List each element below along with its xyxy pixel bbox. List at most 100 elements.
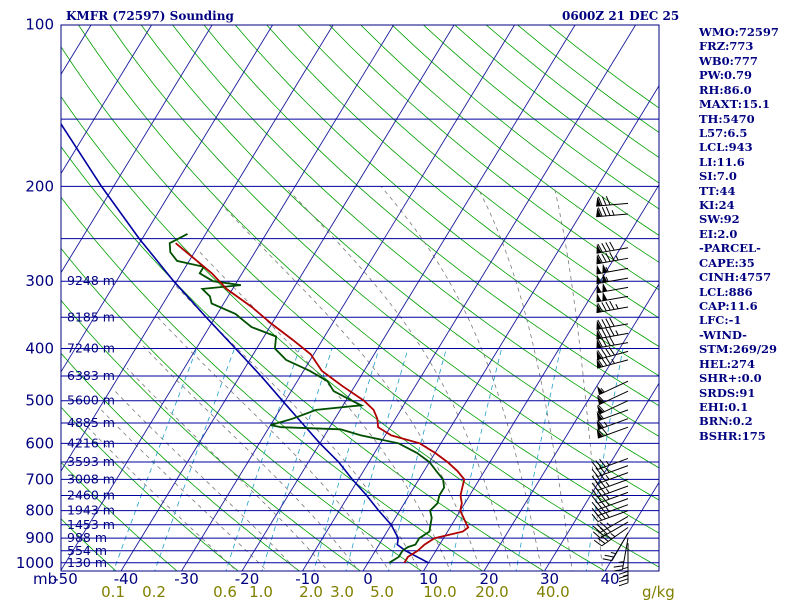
barb-pennant [596, 264, 602, 274]
moist-adiabat [157, 317, 390, 571]
barb-flag [603, 532, 612, 540]
height-label: 3593 m [67, 454, 115, 469]
wind-barb [597, 400, 629, 415]
barb-staff [598, 390, 629, 406]
mixing-ratio-label: 0.2 [142, 583, 166, 600]
barb-staff [597, 498, 629, 511]
barb-pennant [596, 283, 602, 293]
barb-flag [609, 327, 615, 337]
temperature-tick-label: 30 [540, 570, 559, 588]
dry-adiabat [109, 25, 659, 501]
barb-pennant [597, 395, 604, 405]
wind-barb [612, 538, 629, 572]
moist-adiabat [199, 251, 451, 571]
index-item: WB0:777 [699, 53, 758, 68]
barb-flag [609, 317, 615, 327]
barb-staff [597, 510, 629, 523]
barb-flag [608, 346, 615, 356]
barb-half-flag [622, 566, 629, 570]
height-label: 5600 m [67, 393, 115, 408]
wind-barb [596, 206, 629, 218]
barb-staff [597, 491, 629, 504]
barb-pennant [602, 273, 608, 283]
height-label: 988 m [67, 530, 107, 545]
dry-adiabat [77, 25, 659, 534]
barb-pennant [596, 358, 602, 369]
barb-flag [618, 570, 629, 575]
barb-pennant [596, 420, 603, 430]
temperature-tick-label: -30 [174, 570, 199, 588]
barb-pennant [597, 405, 604, 415]
barb-flag [601, 337, 607, 347]
barb-flag [618, 574, 629, 579]
barb-staff [597, 465, 629, 478]
pressure-tick-label: 600 [25, 434, 54, 452]
index-item: EI:2.0 [699, 226, 738, 241]
pressure-tick-label: 400 [25, 340, 54, 358]
barb-pennant [602, 282, 608, 292]
pressure-tick-label: 700 [25, 470, 54, 488]
barb-flag [601, 348, 608, 358]
barb-pennant [596, 274, 602, 284]
barb-half-flag [610, 552, 617, 555]
wind-barb [618, 543, 629, 579]
barb-flag [597, 207, 603, 217]
barb-staff [597, 409, 629, 422]
index-item: -PARCEL- [699, 241, 761, 256]
dry-adiabat [61, 146, 545, 571]
barb-half-flag [605, 474, 610, 480]
barb-staff [600, 521, 629, 539]
wind-barb [596, 327, 629, 340]
barb-half-flag [605, 266, 609, 273]
barb-flag [599, 473, 606, 482]
wind-barb [602, 532, 629, 562]
mixing-ratio-line [225, 348, 300, 571]
barb-flag [601, 319, 607, 328]
barb-half-flag [605, 488, 610, 494]
barb-flag [609, 300, 615, 310]
pressure-tick-label: 800 [25, 502, 54, 520]
barb-pennant [596, 350, 602, 360]
barb-flag [605, 252, 611, 262]
temperature-tick-label: 40 [600, 570, 619, 588]
mixing-ratio-label: 3.0 [330, 583, 354, 600]
pressure-axis-label: mb [33, 570, 57, 588]
valid-time: 0600Z 21 DEC 25 [562, 9, 680, 23]
height-label: 4216 m [67, 435, 115, 450]
wind-barb [596, 291, 629, 303]
barb-staff [596, 350, 629, 361]
barb-staff [596, 247, 629, 254]
mixing-ratio-line [261, 348, 333, 571]
mixing-ratio-label: 0.1 [101, 583, 125, 600]
mixing-ratio-line [515, 348, 561, 571]
barb-half-flag [610, 533, 616, 538]
barb-staff [596, 323, 629, 330]
wind-barb [596, 426, 629, 439]
barb-pennant [596, 292, 602, 302]
index-item: SW:92 [699, 212, 740, 227]
barb-pennant [596, 320, 602, 330]
moist-adiabat [101, 409, 268, 571]
barb-staff [597, 472, 629, 485]
dry-adiabat [360, 25, 659, 263]
barb-flag [613, 565, 624, 568]
dry-adiabat [61, 196, 484, 571]
barb-pennant [596, 303, 602, 313]
stability-indices-panel: WMO:72597 FRZ:773 WB0:777 PW:0.79 RH:86.0 MAX… [699, 25, 779, 443]
barb-half-flag [615, 255, 619, 261]
wind-barb [596, 282, 629, 294]
index-item: BSHR:175 [699, 428, 766, 443]
parcel-trace [61, 122, 429, 564]
barb-pennant [596, 411, 603, 421]
height-label: 1453 m [67, 517, 115, 532]
barb-staff [596, 359, 629, 369]
moist-adiabat [126, 367, 329, 571]
height-label: 8185 m [67, 309, 115, 324]
barb-half-flag [605, 460, 610, 466]
barb-flag [591, 501, 599, 510]
barb-flag [601, 243, 607, 252]
index-item: BRN:0.2 [699, 414, 753, 429]
barb-flag [591, 495, 599, 504]
